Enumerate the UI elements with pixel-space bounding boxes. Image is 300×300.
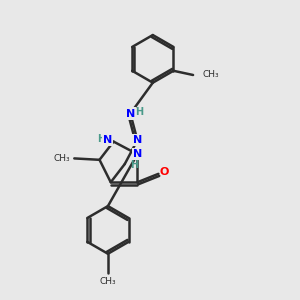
Text: N: N [133, 135, 142, 145]
Text: CH₃: CH₃ [100, 277, 116, 286]
Text: O: O [160, 167, 169, 177]
Text: H: H [130, 160, 138, 170]
Text: N: N [103, 135, 112, 145]
Text: H: H [97, 134, 105, 144]
Text: CH₃: CH₃ [203, 70, 220, 80]
Text: CH₃: CH₃ [53, 154, 70, 163]
Text: N: N [133, 149, 142, 159]
Text: H: H [135, 106, 143, 117]
Text: N: N [126, 109, 135, 118]
